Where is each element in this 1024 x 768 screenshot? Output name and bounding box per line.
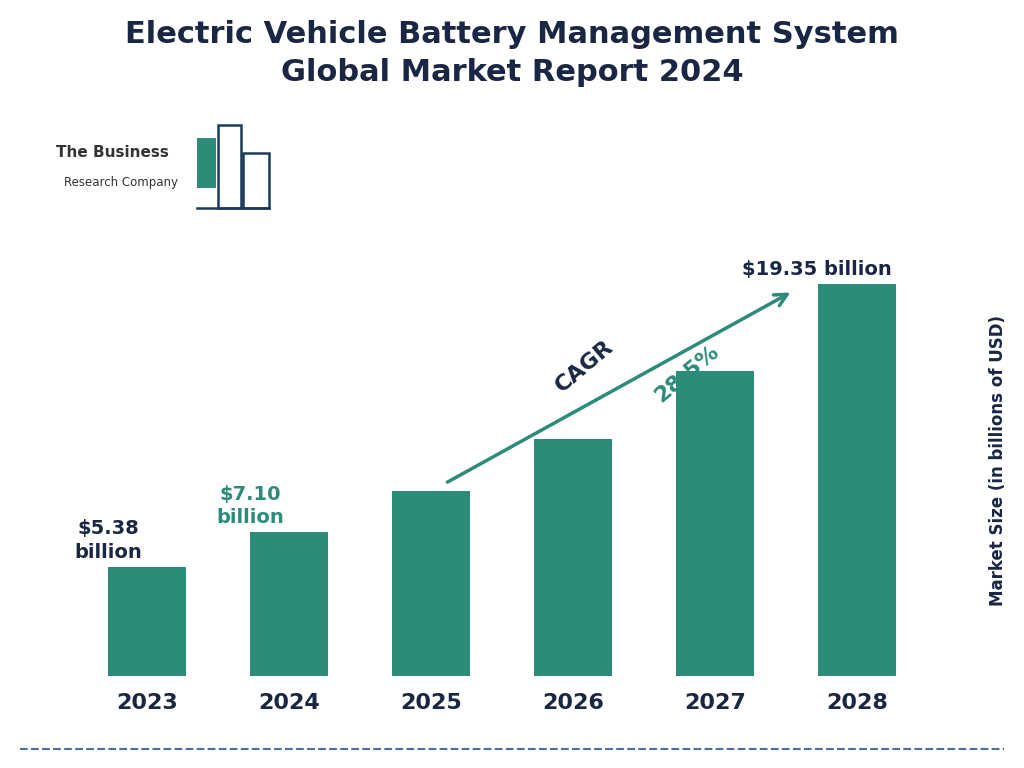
Bar	[818, 284, 896, 676]
Bar	[534, 439, 612, 676]
Bar	[197, 137, 216, 187]
Text: Research Company: Research Company	[63, 176, 178, 189]
Bar	[250, 532, 328, 676]
Text: Global Market Report 2024: Global Market Report 2024	[281, 58, 743, 88]
Text: The Business: The Business	[56, 145, 169, 161]
Bar	[391, 491, 470, 676]
Text: 28.5%: 28.5%	[651, 342, 723, 406]
Bar	[108, 567, 185, 676]
Text: Electric Vehicle Battery Management System: Electric Vehicle Battery Management Syst…	[125, 20, 899, 49]
Bar	[244, 153, 268, 207]
Text: $5.38
billion: $5.38 billion	[75, 519, 142, 562]
Text: $7.10
billion: $7.10 billion	[216, 485, 285, 527]
Bar	[676, 371, 754, 676]
Text: $19.35 billion: $19.35 billion	[742, 260, 892, 279]
Bar	[217, 125, 241, 207]
Text: CAGR: CAGR	[552, 337, 617, 396]
Text: Market Size (in billions of USD): Market Size (in billions of USD)	[989, 316, 1008, 606]
